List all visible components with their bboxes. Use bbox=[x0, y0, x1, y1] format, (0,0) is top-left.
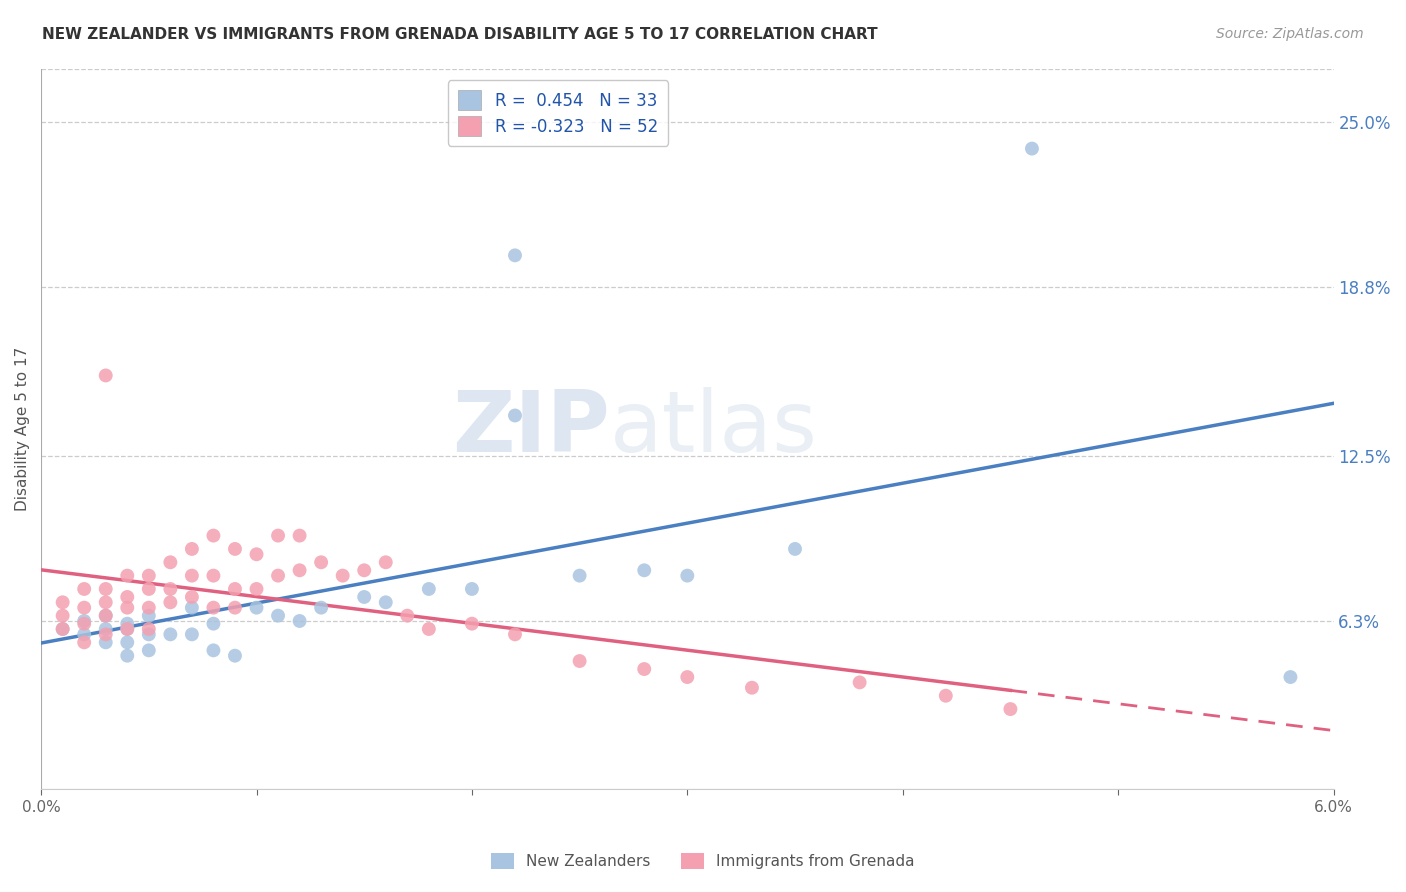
Point bbox=[503, 627, 526, 641]
Point bbox=[94, 582, 117, 596]
Point bbox=[783, 541, 806, 556]
Y-axis label: Disability Age 5 to 17: Disability Age 5 to 17 bbox=[15, 347, 30, 511]
Point bbox=[503, 248, 526, 262]
Text: ZIP: ZIP bbox=[451, 387, 610, 470]
Point bbox=[1000, 702, 1022, 716]
Point bbox=[676, 568, 699, 582]
Point bbox=[245, 582, 267, 596]
Point bbox=[159, 582, 181, 596]
Point bbox=[202, 600, 225, 615]
Point bbox=[52, 608, 75, 623]
Point bbox=[267, 528, 290, 542]
Point bbox=[332, 568, 354, 582]
Point bbox=[633, 563, 655, 577]
Point bbox=[117, 622, 139, 636]
Point bbox=[180, 627, 202, 641]
Point bbox=[73, 614, 96, 628]
Point bbox=[94, 608, 117, 623]
Point bbox=[224, 648, 246, 663]
Point bbox=[396, 608, 419, 623]
Point bbox=[117, 616, 139, 631]
Point bbox=[633, 662, 655, 676]
Point bbox=[461, 616, 484, 631]
Point bbox=[52, 595, 75, 609]
Point bbox=[245, 600, 267, 615]
Point bbox=[676, 670, 699, 684]
Point bbox=[202, 616, 225, 631]
Point bbox=[138, 627, 160, 641]
Point bbox=[1021, 142, 1043, 156]
Point bbox=[267, 568, 290, 582]
Point bbox=[224, 541, 246, 556]
Point bbox=[117, 600, 139, 615]
Point bbox=[73, 635, 96, 649]
Point bbox=[73, 582, 96, 596]
Point bbox=[935, 689, 957, 703]
Point bbox=[180, 600, 202, 615]
Point bbox=[224, 582, 246, 596]
Point bbox=[94, 622, 117, 636]
Point bbox=[418, 582, 440, 596]
Point bbox=[138, 568, 160, 582]
Point bbox=[159, 627, 181, 641]
Point bbox=[503, 409, 526, 423]
Point bbox=[180, 541, 202, 556]
Point bbox=[117, 568, 139, 582]
Point bbox=[568, 568, 591, 582]
Point bbox=[741, 681, 763, 695]
Point bbox=[138, 600, 160, 615]
Point bbox=[94, 595, 117, 609]
Point bbox=[117, 648, 139, 663]
Point bbox=[138, 582, 160, 596]
Point bbox=[418, 622, 440, 636]
Point bbox=[848, 675, 870, 690]
Point bbox=[117, 622, 139, 636]
Point bbox=[245, 547, 267, 561]
Point bbox=[288, 563, 311, 577]
Point bbox=[159, 555, 181, 569]
Point bbox=[73, 627, 96, 641]
Point bbox=[353, 590, 375, 604]
Point bbox=[202, 643, 225, 657]
Point bbox=[309, 555, 332, 569]
Point bbox=[180, 568, 202, 582]
Point bbox=[202, 528, 225, 542]
Point bbox=[94, 368, 117, 383]
Point bbox=[159, 595, 181, 609]
Point bbox=[224, 600, 246, 615]
Point bbox=[138, 608, 160, 623]
Point bbox=[138, 622, 160, 636]
Point bbox=[309, 600, 332, 615]
Point bbox=[73, 616, 96, 631]
Text: NEW ZEALANDER VS IMMIGRANTS FROM GRENADA DISABILITY AGE 5 TO 17 CORRELATION CHAR: NEW ZEALANDER VS IMMIGRANTS FROM GRENADA… bbox=[42, 27, 877, 42]
Point bbox=[94, 635, 117, 649]
Point bbox=[138, 643, 160, 657]
Point bbox=[374, 595, 396, 609]
Legend: R =  0.454   N = 33, R = -0.323   N = 52: R = 0.454 N = 33, R = -0.323 N = 52 bbox=[449, 80, 668, 145]
Point bbox=[288, 528, 311, 542]
Point bbox=[180, 590, 202, 604]
Point bbox=[52, 622, 75, 636]
Point bbox=[374, 555, 396, 569]
Point bbox=[73, 600, 96, 615]
Legend: New Zealanders, Immigrants from Grenada: New Zealanders, Immigrants from Grenada bbox=[485, 847, 921, 875]
Point bbox=[117, 635, 139, 649]
Point bbox=[52, 622, 75, 636]
Point bbox=[94, 627, 117, 641]
Point bbox=[1279, 670, 1302, 684]
Point bbox=[353, 563, 375, 577]
Point bbox=[568, 654, 591, 668]
Text: Source: ZipAtlas.com: Source: ZipAtlas.com bbox=[1216, 27, 1364, 41]
Point bbox=[94, 608, 117, 623]
Point bbox=[461, 582, 484, 596]
Point bbox=[267, 608, 290, 623]
Point bbox=[288, 614, 311, 628]
Text: atlas: atlas bbox=[610, 387, 818, 470]
Point bbox=[117, 590, 139, 604]
Point bbox=[202, 568, 225, 582]
